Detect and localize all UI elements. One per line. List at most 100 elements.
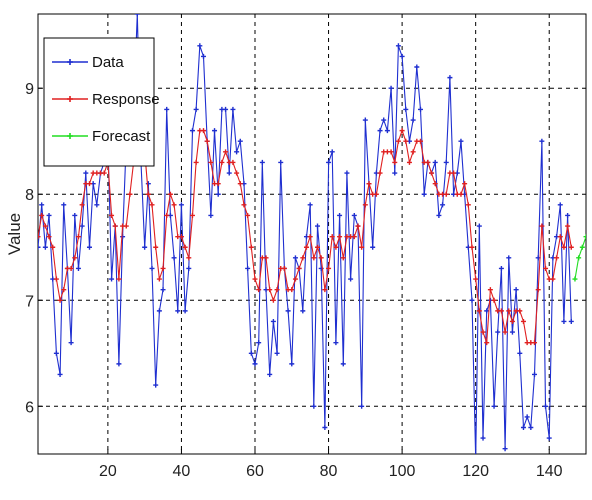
- response-point: [517, 308, 523, 314]
- response-point: [296, 265, 302, 271]
- data-point: [410, 117, 416, 123]
- data-point: [513, 287, 519, 293]
- response-point: [406, 159, 412, 165]
- data-point: [480, 435, 486, 441]
- response-point: [153, 244, 159, 250]
- data-point: [421, 191, 427, 197]
- forecast-point: [572, 276, 578, 282]
- data-point: [539, 138, 545, 144]
- data-point: [469, 297, 475, 303]
- response-point: [340, 255, 346, 261]
- data-point: [171, 255, 177, 261]
- y-axis-label: Value: [5, 213, 24, 255]
- response-point: [86, 181, 92, 187]
- y-tick-label: 6: [25, 399, 34, 416]
- data-point: [432, 159, 438, 165]
- y-tick-label: 8: [25, 187, 34, 204]
- response-point: [149, 202, 155, 208]
- data-point: [256, 340, 262, 346]
- response-point: [182, 244, 188, 250]
- response-point: [223, 149, 229, 155]
- data-point: [517, 350, 523, 356]
- response-point: [322, 287, 328, 293]
- response-point: [532, 340, 538, 346]
- data-point: [384, 128, 390, 134]
- x-tick-label: 100: [389, 463, 416, 480]
- response-point: [116, 276, 122, 282]
- response-point: [300, 255, 306, 261]
- data-point: [543, 403, 549, 409]
- response-point: [57, 297, 63, 303]
- response-point: [473, 276, 479, 282]
- response-point: [241, 202, 247, 208]
- data-point: [326, 159, 332, 165]
- response-point: [395, 138, 401, 144]
- data-point: [186, 265, 192, 271]
- data-point: [565, 212, 571, 218]
- response-point: [476, 308, 482, 314]
- data-point: [134, 14, 140, 17]
- response-point: [366, 181, 372, 187]
- data-point: [381, 117, 387, 123]
- data-point: [145, 181, 151, 187]
- response-point: [417, 138, 423, 144]
- data-point: [175, 308, 181, 314]
- data-point: [79, 223, 85, 229]
- x-tick-labels: 20 40 60 80 100 120 140: [99, 463, 563, 480]
- data-point: [546, 435, 552, 441]
- response-point: [458, 191, 464, 197]
- response-point: [292, 276, 298, 282]
- response-point: [491, 297, 497, 303]
- data-point: [149, 265, 155, 271]
- data-point: [86, 244, 92, 250]
- response-point: [68, 265, 74, 271]
- data-point: [226, 170, 232, 176]
- data-point: [340, 361, 346, 367]
- data-point: [153, 382, 159, 388]
- data-point: [557, 202, 563, 208]
- data-point: [38, 244, 41, 250]
- legend-marker-response: [67, 96, 73, 102]
- response-point: [145, 191, 151, 197]
- response-point: [234, 170, 240, 176]
- response-point: [112, 223, 118, 229]
- response-point: [252, 276, 258, 282]
- response-point: [565, 223, 571, 229]
- response-point: [248, 244, 254, 250]
- legend-label-forecast: Forecast: [92, 128, 151, 145]
- response-point: [429, 170, 435, 176]
- data-point: [561, 318, 567, 324]
- data-point: [502, 446, 508, 452]
- data-point: [156, 308, 162, 314]
- forecast-point: [583, 234, 586, 240]
- response-point: [355, 223, 361, 229]
- data-point: [337, 212, 343, 218]
- data-point: [491, 403, 497, 409]
- response-point: [502, 329, 508, 335]
- data-point: [289, 361, 295, 367]
- data-point: [68, 340, 74, 346]
- response-point: [109, 212, 115, 218]
- data-point: [300, 308, 306, 314]
- response-point: [568, 244, 574, 250]
- response-point: [462, 181, 468, 187]
- data-point: [528, 424, 534, 430]
- x-tick-label: 120: [462, 463, 489, 480]
- data-point: [351, 212, 357, 218]
- response-point: [465, 202, 471, 208]
- response-point: [263, 255, 269, 261]
- data-point: [197, 43, 203, 49]
- response-point: [469, 244, 475, 250]
- data-point: [109, 276, 115, 282]
- data-point: [42, 244, 48, 250]
- response-point: [498, 308, 504, 314]
- response-point: [326, 265, 332, 271]
- data-point: [72, 212, 78, 218]
- response-point: [318, 255, 324, 261]
- response-point: [160, 265, 166, 271]
- y-tick-label: 9: [25, 81, 34, 98]
- response-point: [403, 138, 409, 144]
- x-tick-label: 80: [320, 463, 338, 480]
- data-point: [392, 170, 398, 176]
- legend-marker-data: [67, 59, 73, 65]
